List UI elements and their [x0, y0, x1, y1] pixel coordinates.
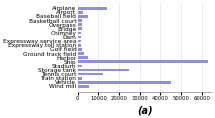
Bar	[78, 56, 88, 59]
Bar	[78, 69, 129, 71]
Bar	[78, 65, 82, 67]
Bar	[78, 15, 88, 18]
Bar	[78, 7, 107, 10]
Bar	[78, 36, 81, 38]
Bar	[78, 60, 208, 63]
Bar	[78, 77, 82, 80]
Bar	[78, 23, 82, 26]
Bar	[78, 81, 171, 84]
Bar	[78, 48, 82, 51]
Bar	[78, 52, 84, 55]
Bar	[78, 85, 89, 88]
Bar	[78, 19, 82, 22]
X-axis label: (a): (a)	[137, 105, 153, 115]
Bar	[78, 40, 81, 42]
Bar	[78, 73, 103, 76]
Bar	[78, 27, 82, 30]
Bar	[78, 32, 81, 34]
Bar	[78, 11, 83, 14]
Bar	[78, 44, 81, 47]
